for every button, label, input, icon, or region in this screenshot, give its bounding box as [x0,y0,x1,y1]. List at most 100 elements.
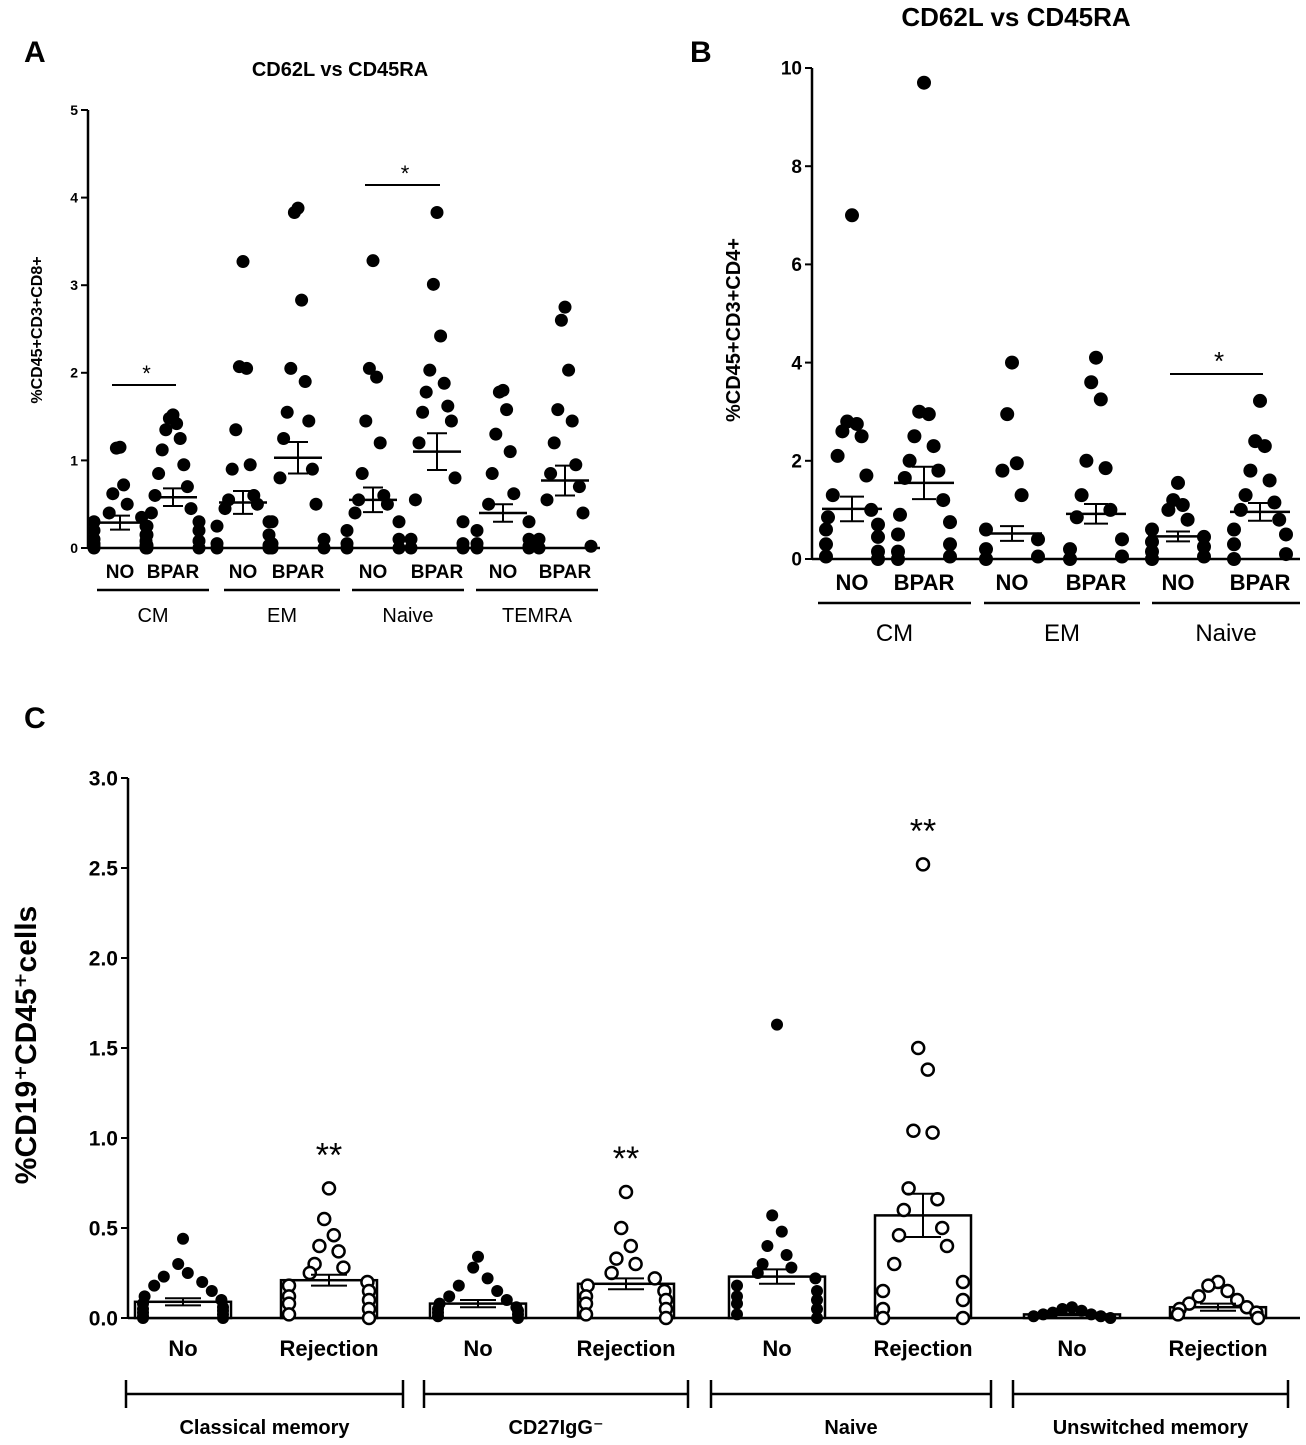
panel-a-data-point [569,458,583,472]
panel-b-group-label: CM [876,620,913,647]
panel-c-data-point [934,1220,950,1236]
panel-b-data-point [1243,463,1258,478]
panel-b-data-point [917,75,931,90]
panel-a-data-point [416,405,430,419]
panel-a-data-point [317,541,331,555]
panel-b-data-point [943,537,957,552]
panel-b-data-point [1074,488,1089,503]
panel-a-category-label: NO [229,562,258,583]
panel-b-data-point [1253,393,1267,408]
panel-c-data-point [891,1227,907,1243]
panel-a-data-point [280,405,294,419]
panel-c-letter: C [24,702,46,735]
panel-b-data-point [1175,497,1190,512]
panel-b-data-point [1009,456,1024,471]
panel-a-data-point [373,436,387,450]
panel-a-data-point [404,541,418,555]
panel-a-data-point [348,506,362,520]
panel-c-data-point [578,1307,594,1322]
panel-b-data-point [1145,534,1159,549]
panel-b-category-label: NO [836,570,869,595]
panel-b-y-tick-label: 4 [791,353,802,374]
panel-a-data-point [366,254,380,268]
panel-a-data-point [426,277,440,291]
panel-a-data-point [140,541,154,555]
panel-b-data-point [1089,350,1103,365]
panel-a-category-label: NO [106,562,135,583]
panel-b-data-point [1227,537,1241,552]
panel-a-category-label: BPAR [539,562,592,583]
panel-c-data-point [1170,1307,1186,1322]
panel-a-data-point [210,519,224,533]
panel-a-data-point [180,480,194,494]
panel-a-significance-label: * [401,161,410,186]
panel-a-data-point [572,480,586,494]
panel-c-data-point [331,1244,346,1259]
panel-c-category-label: No [762,1336,791,1361]
panel-a-data-point [448,471,462,485]
panel-b-data-point [943,515,957,530]
panel-b-data-point [921,407,936,422]
panel-a-group-label: TEMRA [502,605,573,627]
panel-c-group-label: Unswitched memory [1053,1417,1249,1439]
panel-a-data-point [305,462,319,476]
panel-a-data-point [106,487,120,501]
panel-a-category-label: NO [489,562,518,583]
panel-c-data-point [771,1018,783,1031]
panel-c-data-point [1104,1312,1117,1324]
panel-b-data-point [1031,549,1045,564]
panel-b-letter: B [690,36,712,69]
panel-c-data-point [875,1283,891,1299]
panel-a-data-point [359,414,373,428]
panel-c: C %CD19⁺CD45⁺cells 0.0 0.5 1.0 1.5 2.0 2.5 3.0… [10,702,1300,1439]
panel-b-data-point [819,549,833,564]
panel-c-data-point [137,1312,149,1324]
panel-b-data-point [1227,552,1241,566]
panel-b-data-point [1267,495,1282,510]
panel-b-category-label: NO [1162,570,1195,595]
panel-b-data-point [1069,510,1084,525]
panel-c-significance-label: ** [910,812,936,850]
panel-a-data-point [485,467,499,481]
panel-c-data-point [915,857,931,872]
panel-c-category-label: No [168,1336,197,1361]
panel-c-significance-label: ** [316,1136,342,1174]
panel-a-data-point [562,363,576,377]
panel-b: B CD62L vs CD45RA %CD45+CD3+CD4+ 0 2 4 6 8 10… [690,2,1300,647]
panel-a-data-point [558,300,572,314]
panel-a-data-point [302,414,316,428]
panel-a-data-point [362,361,376,375]
panel-c-data-point [609,1251,624,1266]
panel-c-data-point [811,1312,823,1324]
panel-a-data-point [551,403,565,417]
panel-a-data-point [489,427,503,441]
panel-c-data-point [312,1238,327,1254]
panel-c-category-label: Rejection [873,1336,972,1361]
panel-b-data-point [1063,542,1077,557]
panel-c-y-tick-label: 0.5 [89,1217,119,1240]
panel-a-data-point [441,399,455,413]
panel-b-data-point [845,208,859,223]
panel-b-data-point [1084,375,1099,390]
panel-b-data-point [1197,539,1211,554]
panel-b-data-point [1227,522,1241,537]
panel-b-data-point [1014,488,1029,503]
panel-b-data-point [1115,549,1129,564]
panel-a-data-point [507,487,521,501]
panel-a-y-tick-label: 4 [70,190,78,206]
panel-a-data-point [218,502,232,516]
panel-a-category-label: NO [359,562,388,583]
panel-a-data-point [419,385,433,399]
panel-a-data-point [482,497,496,511]
panel-a-category-label: BPAR [272,562,325,583]
panel-b-data-point [1257,439,1272,454]
panel-a-data-point [340,523,354,537]
panel-c-category-label: Rejection [576,1336,675,1361]
panel-a-data-point [437,376,451,390]
panel-c-data-point [731,1297,743,1310]
panel-c-significance-label: ** [613,1140,639,1178]
panel-a-data-point [355,467,369,481]
panel-a-data-point [148,488,162,502]
panel-b-category-label: BPAR [1230,570,1291,595]
